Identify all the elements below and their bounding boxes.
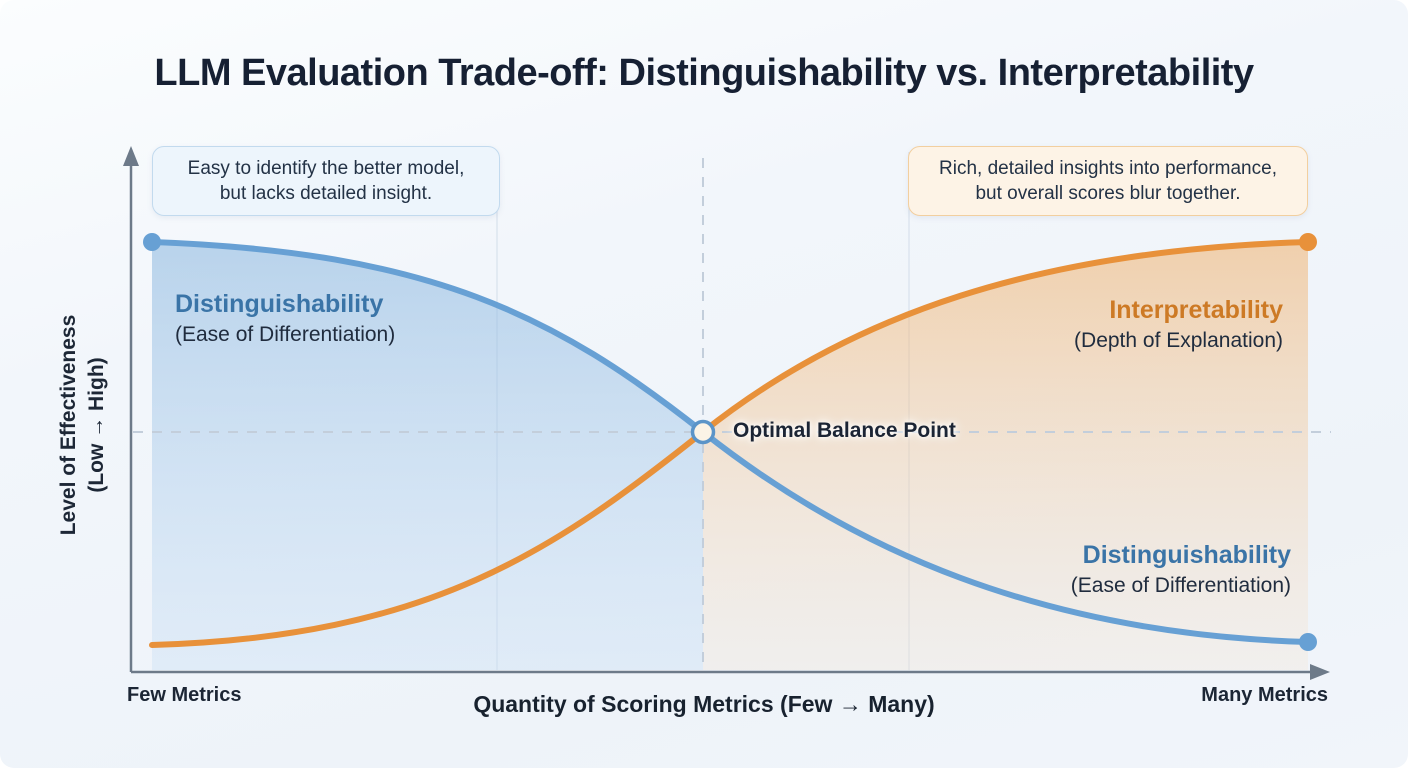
orange-end-marker: [1299, 233, 1317, 251]
x-tick-few-metrics: Few Metrics: [127, 684, 242, 706]
label-interpretability-right-sub: (Depth of Explanation): [1074, 329, 1283, 352]
interpretability-area: [703, 242, 1308, 670]
y-axis-label: Level of Effectiveness (Low → High): [55, 215, 113, 635]
y-axis-arrow-icon: [123, 146, 139, 166]
label-interpretability-right-name: Interpretability: [1109, 296, 1283, 324]
callout-interpretability-line1: Rich, detailed insights into performance…: [939, 158, 1277, 179]
label-distinguishability-right-sub: (Ease of Differentiation): [1070, 574, 1291, 597]
y-axis-label-line2: (Low → High): [85, 357, 108, 493]
label-distinguishability-left-sub: (Ease of Differentiation): [175, 323, 396, 346]
callout-interpretability: Rich, detailed insights into performance…: [908, 146, 1308, 216]
label-distinguishability-right: Distinguishability (Ease of Differentiat…: [1071, 540, 1291, 599]
blue-start-marker: [143, 233, 161, 251]
label-distinguishability-right-name: Distinguishability: [1082, 541, 1291, 569]
label-interpretability-right: Interpretability (Depth of Explanation): [1074, 295, 1283, 354]
balance-point-label: Optimal Balance Point: [733, 419, 956, 442]
y-axis-label-line1: Level of Effectiveness: [57, 314, 80, 536]
balance-point-marker: [692, 421, 714, 443]
callout-distinguishability-line2: but lacks detailed insight.: [219, 183, 433, 204]
x-axis-arrow-icon: [1310, 664, 1330, 680]
x-axis-title: Quantity of Scoring Metrics (Few → Many): [473, 691, 935, 717]
label-distinguishability-left: Distinguishability (Ease of Differentiat…: [175, 289, 395, 348]
distinguishability-area: [152, 242, 703, 670]
balance-point-marker-ring: [690, 419, 716, 445]
page-title: LLM Evaluation Trade-off: Distinguishabi…: [154, 52, 1254, 94]
callout-distinguishability-line1: Easy to identify the better model,: [187, 158, 465, 179]
blue-end-marker: [1299, 633, 1317, 651]
label-distinguishability-left-name: Distinguishability: [175, 290, 384, 318]
callout-interpretability-line2: but overall scores blur together.: [975, 183, 1241, 204]
x-tick-many-metrics: Many Metrics: [1201, 684, 1328, 706]
callout-distinguishability: Easy to identify the better model, but l…: [152, 146, 500, 216]
